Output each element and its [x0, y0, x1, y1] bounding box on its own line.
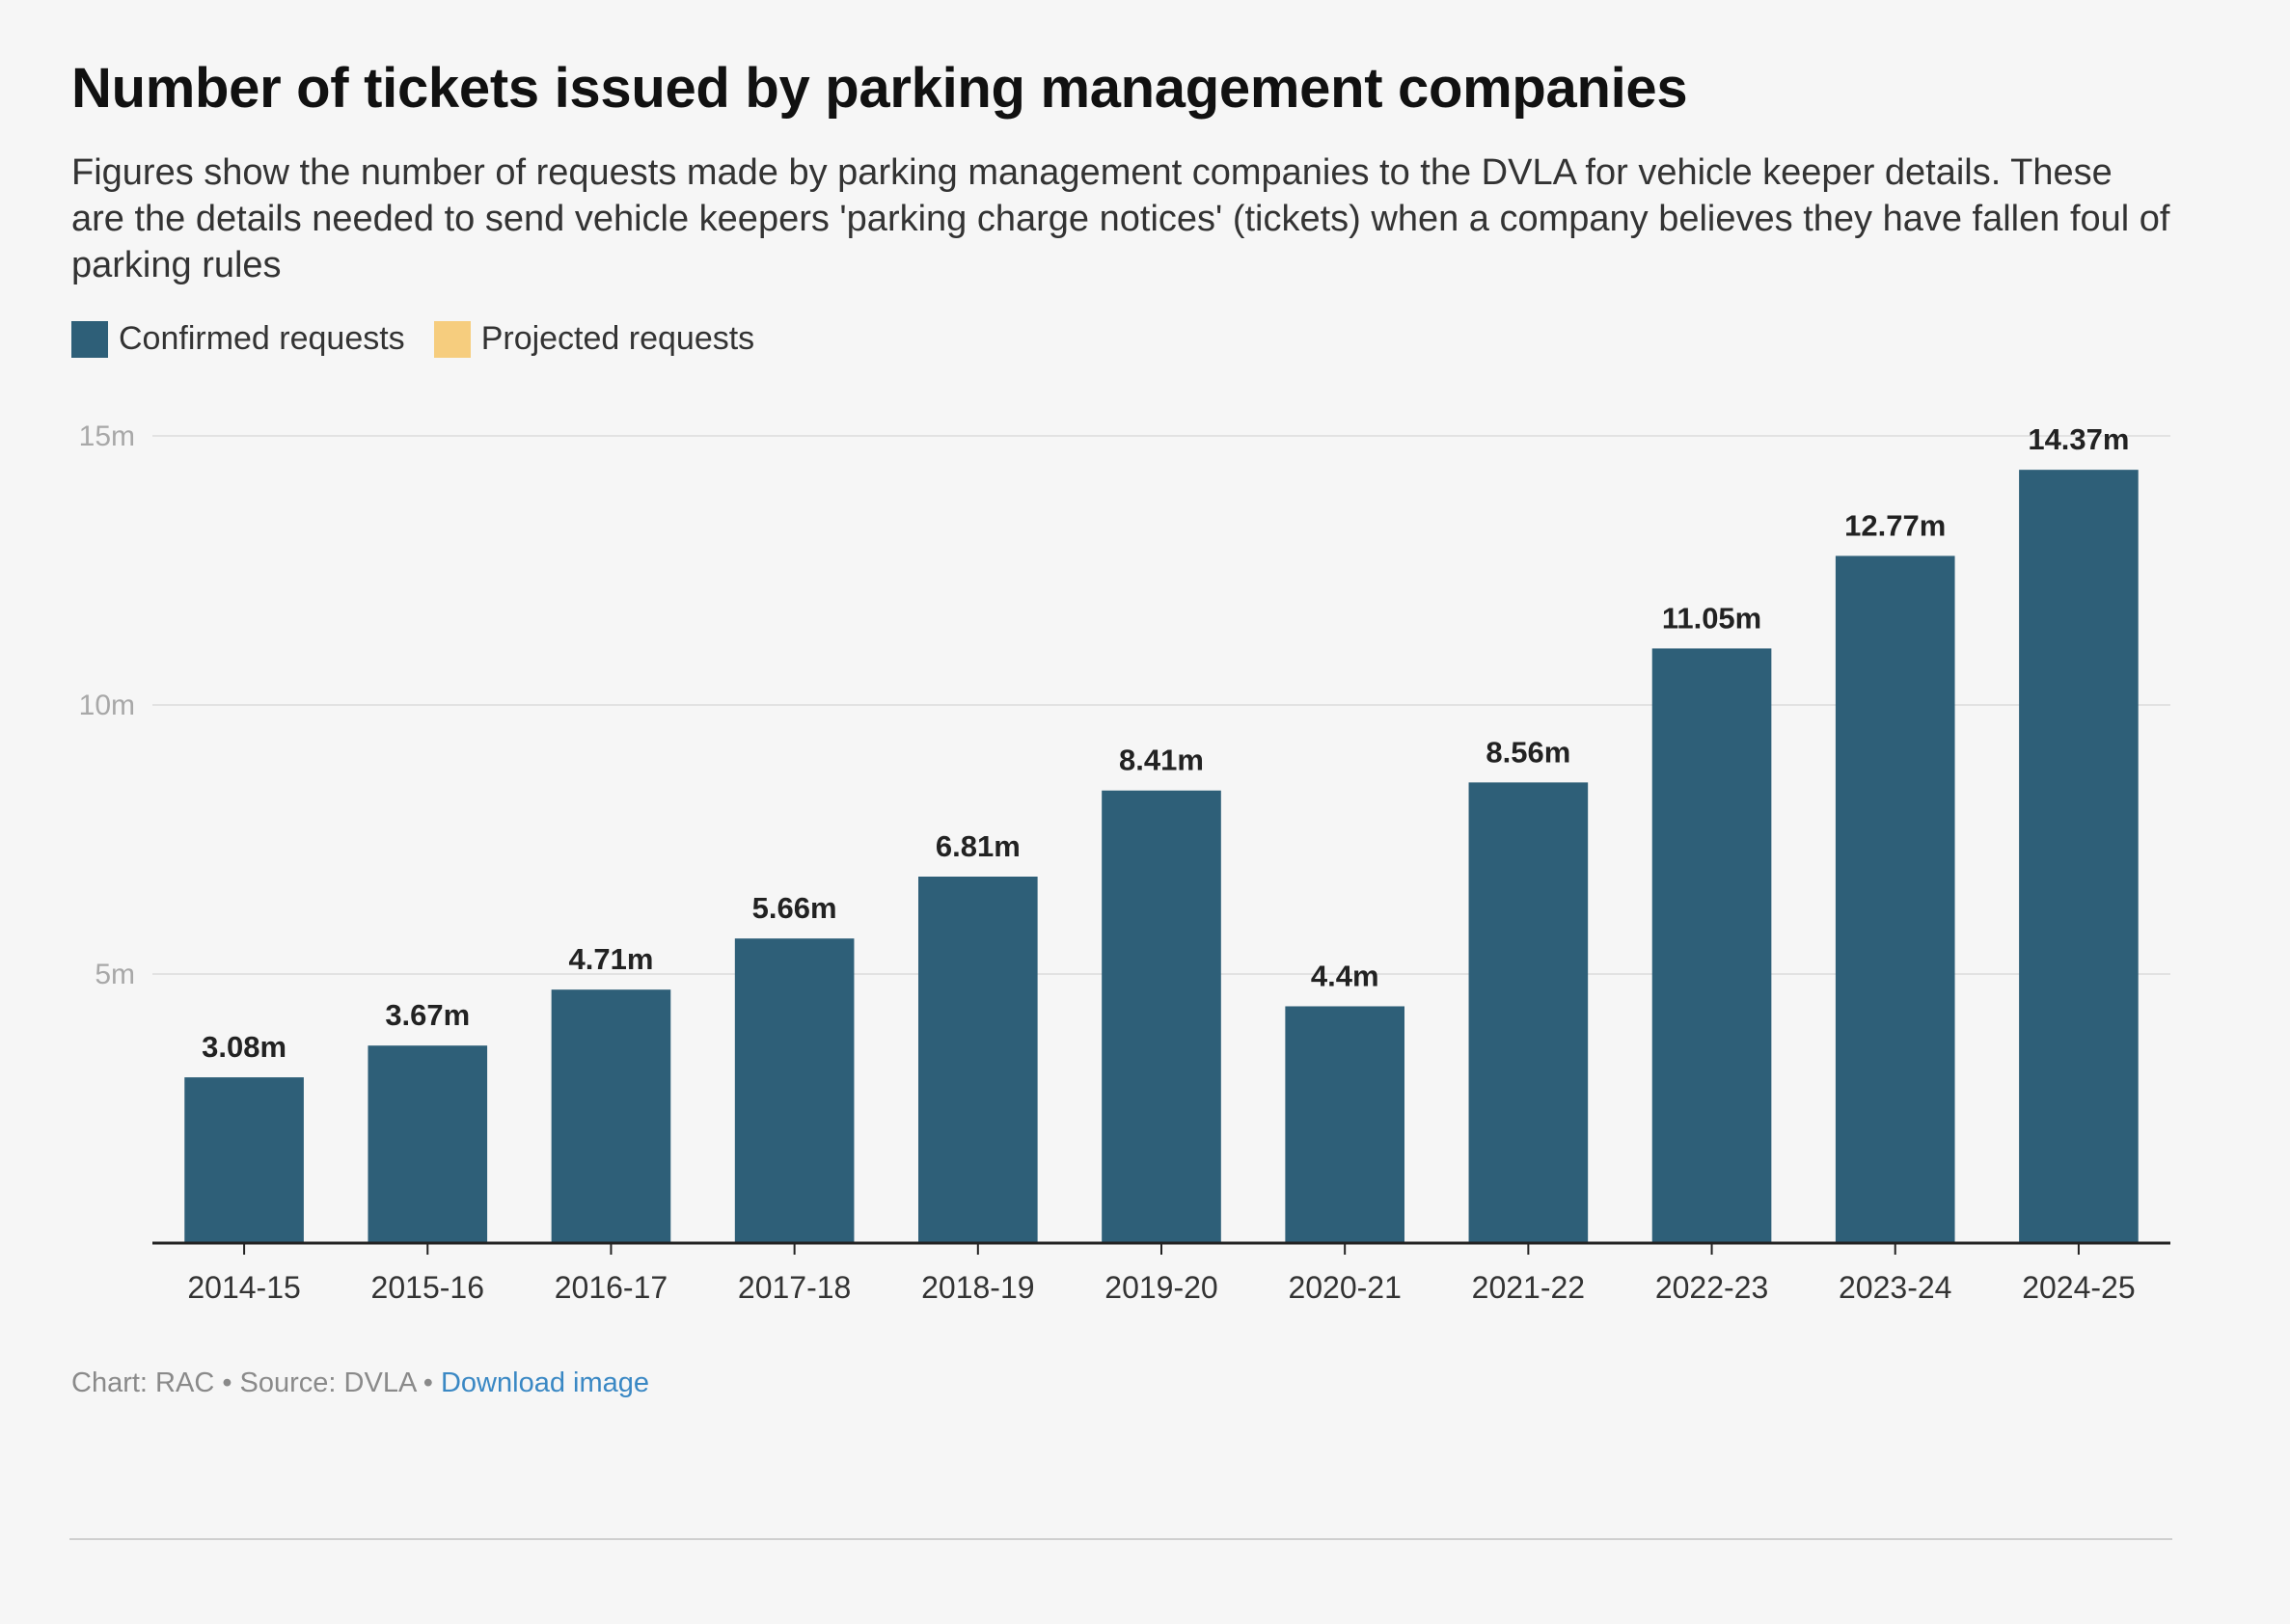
- bar: [551, 989, 671, 1243]
- footer-separator: •: [415, 1367, 441, 1398]
- bar: [1468, 782, 1589, 1243]
- x-tick-label: 2015-16: [371, 1270, 484, 1305]
- legend-label-projected: Projected requests: [480, 320, 755, 357]
- data-label: 4.4m: [1311, 959, 1379, 992]
- footer-separator: •: [214, 1367, 240, 1398]
- legend-label-confirmed: Confirmed requests: [119, 320, 405, 357]
- y-tick-label: 10m: [79, 690, 135, 721]
- bottom-divider: [69, 1538, 2172, 1540]
- download-image-link[interactable]: Download image: [440, 1367, 649, 1398]
- x-tick-label: 2017-18: [738, 1270, 851, 1305]
- bar-chart: 5m 10m 15m 3.08m 2014-15 3.67m 2015-16 4.71m 201…: [79, 420, 2170, 1305]
- data-label: 3.08m: [202, 1030, 286, 1064]
- data-label: 12.77m: [1844, 508, 1946, 542]
- data-label: 4.71m: [569, 942, 654, 976]
- chart-footer: Chart: RAC • Source: DVLA • Download ima…: [71, 1367, 649, 1399]
- x-tick-label: 2020-21: [1288, 1270, 1401, 1305]
- legend-swatch-confirmed: [71, 320, 108, 358]
- x-tick-label: 2023-24: [1839, 1270, 1951, 1305]
- data-label: 3.67m: [385, 998, 470, 1032]
- x-tick-label: 2016-17: [555, 1270, 668, 1305]
- x-tick-label: 2024-25: [2022, 1270, 2135, 1305]
- data-label: 14.37m: [2028, 422, 2129, 456]
- bar: [1285, 1006, 1404, 1243]
- x-tick-label: 2021-22: [1472, 1270, 1585, 1305]
- y-tick-label: 5m: [95, 959, 135, 990]
- legend-swatch-projected: [433, 320, 471, 358]
- bar: [2019, 470, 2139, 1243]
- data-label: 6.81m: [936, 829, 1021, 863]
- chart-subtitle: Figures show the number of requests made…: [71, 152, 2170, 285]
- x-tick-label: 2018-19: [921, 1270, 1034, 1305]
- bar: [368, 1045, 488, 1243]
- data-label: 5.66m: [752, 891, 837, 925]
- bar: [184, 1077, 304, 1243]
- bar: [1835, 555, 1955, 1243]
- bar: [1651, 648, 1772, 1243]
- bar: [1102, 790, 1221, 1243]
- footer-credit: Chart: RAC: [71, 1367, 215, 1398]
- x-tick-label: 2019-20: [1104, 1270, 1217, 1305]
- data-label: 11.05m: [1662, 601, 1761, 635]
- data-label: 8.41m: [1119, 744, 1204, 777]
- x-tick-label: 2014-15: [187, 1270, 300, 1305]
- chart-title: Number of tickets issued by parking mana…: [71, 57, 1688, 120]
- bar: [734, 938, 855, 1243]
- legend-item-confirmed: Confirmed requests: [71, 320, 405, 358]
- x-tick-label: 2022-23: [1655, 1270, 1768, 1305]
- bar: [918, 877, 1038, 1243]
- chart-legend: Confirmed requests Projected requests: [71, 320, 783, 358]
- legend-item-projected: Projected requests: [433, 320, 755, 358]
- footer-source: Source: DVLA: [239, 1367, 416, 1398]
- y-tick-label: 15m: [79, 420, 135, 452]
- data-label: 8.56m: [1486, 735, 1570, 769]
